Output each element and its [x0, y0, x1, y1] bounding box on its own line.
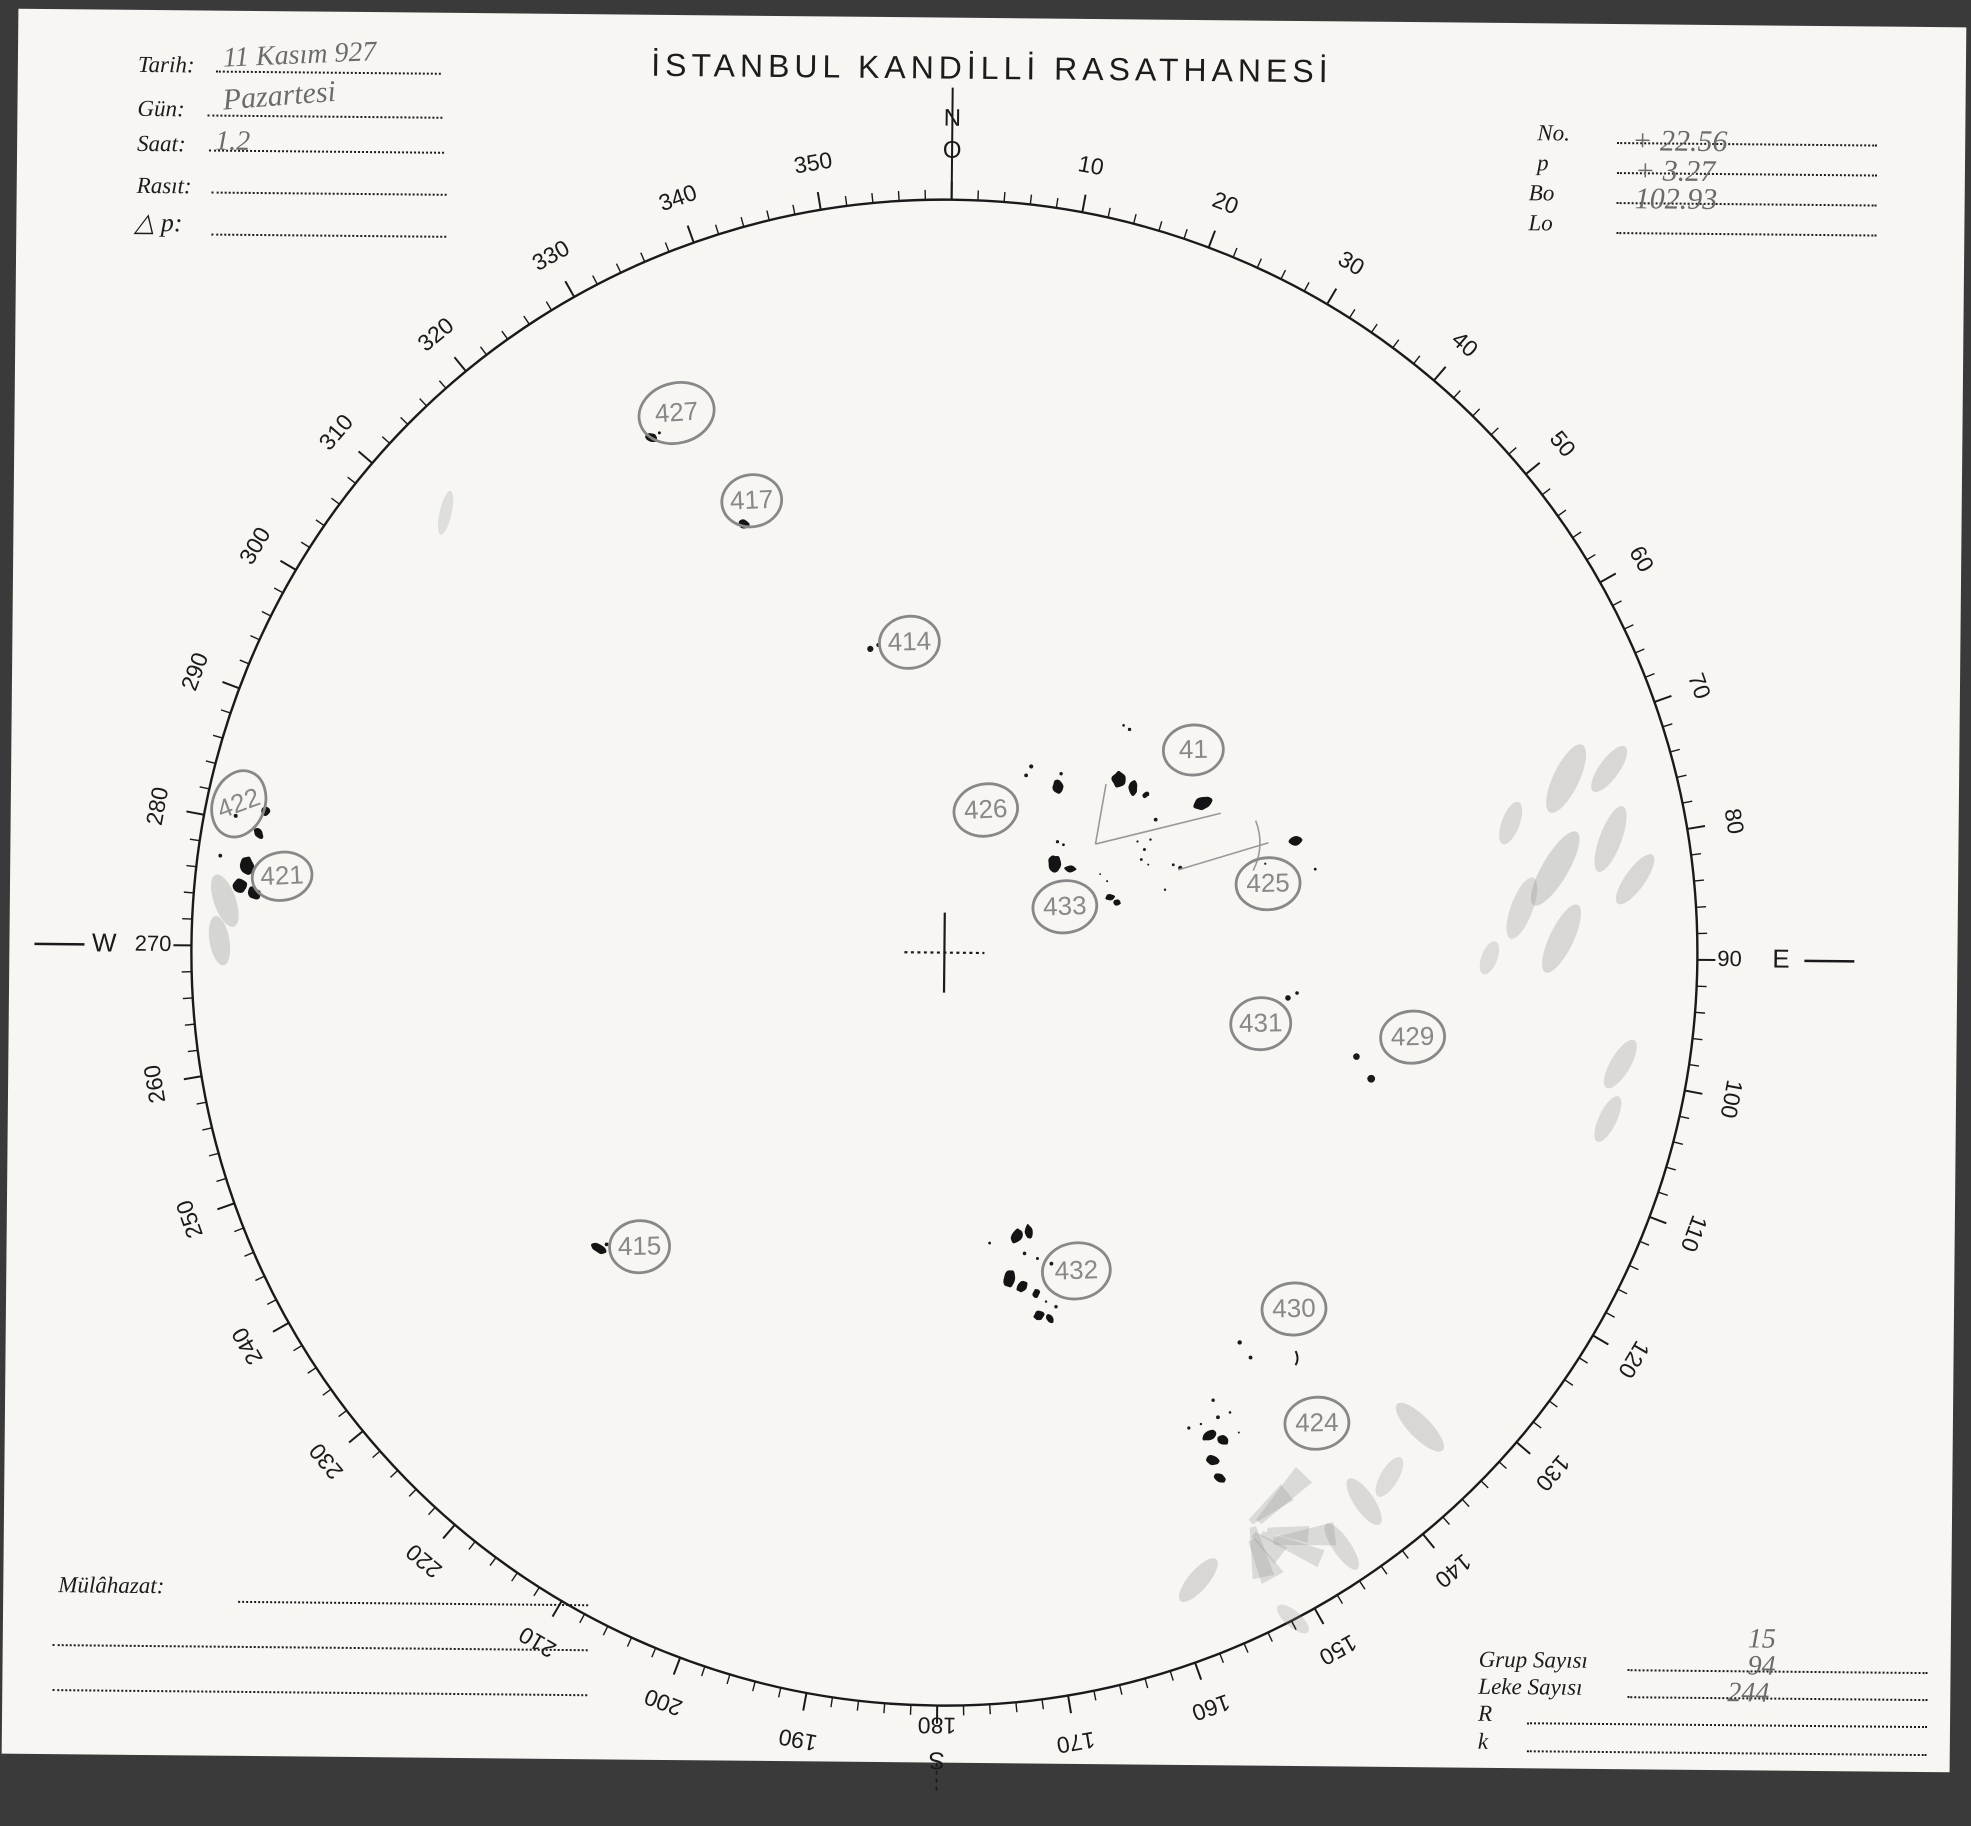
svg-text:425: 425: [1246, 867, 1290, 898]
svg-text:40: 40: [1447, 326, 1483, 362]
svg-text:330: 330: [528, 234, 574, 276]
svg-text:130: 130: [1531, 1450, 1576, 1496]
svg-text:60: 60: [1624, 541, 1659, 576]
svg-text:190: 190: [777, 1724, 819, 1757]
svg-text:220: 220: [401, 1539, 447, 1584]
svg-text:290: 290: [176, 649, 214, 694]
svg-text:240: 240: [226, 1323, 268, 1369]
svg-text:432: 432: [1054, 1254, 1098, 1285]
svg-text:340: 340: [655, 179, 700, 216]
svg-text:180: 180: [918, 1712, 957, 1738]
svg-text:90: 90: [1717, 946, 1742, 971]
svg-text:421: 421: [260, 859, 305, 891]
svg-text:S: S: [929, 1747, 945, 1774]
svg-text:W: W: [92, 927, 117, 957]
svg-text:260: 260: [138, 1063, 170, 1105]
svg-text:200: 200: [641, 1684, 686, 1722]
svg-text:426: 426: [963, 793, 1008, 825]
svg-text:433: 433: [1043, 890, 1087, 921]
svg-text:O: O: [943, 137, 962, 164]
svg-text:E: E: [1772, 943, 1790, 973]
svg-text:50: 50: [1545, 426, 1581, 462]
svg-text:270: 270: [135, 931, 172, 956]
svg-text:431: 431: [1239, 1007, 1283, 1038]
svg-text:80: 80: [1720, 806, 1750, 836]
svg-text:427: 427: [654, 396, 699, 429]
svg-text:170: 170: [1055, 1727, 1097, 1759]
svg-text:210: 210: [514, 1621, 560, 1663]
svg-text:140: 140: [1430, 1549, 1476, 1593]
svg-text:41: 41: [1179, 734, 1208, 764]
svg-text:30: 30: [1334, 245, 1369, 280]
svg-text:422: 422: [213, 781, 264, 824]
svg-text:417: 417: [729, 484, 774, 516]
svg-text:150: 150: [1315, 1629, 1361, 1671]
svg-text:430: 430: [1272, 1293, 1316, 1324]
svg-text:424: 424: [1295, 1407, 1339, 1438]
svg-text:10: 10: [1076, 150, 1106, 180]
svg-text:280: 280: [141, 785, 174, 827]
svg-text:160: 160: [1189, 1689, 1234, 1726]
svg-text:100: 100: [1716, 1078, 1749, 1120]
svg-text:110: 110: [1676, 1212, 1713, 1255]
svg-text:429: 429: [1391, 1021, 1435, 1052]
svg-text:414: 414: [887, 626, 931, 657]
svg-text:N: N: [944, 105, 962, 132]
svg-text:320: 320: [412, 312, 458, 356]
svg-text:310: 310: [313, 409, 358, 455]
svg-text:350: 350: [792, 147, 834, 179]
svg-text:415: 415: [618, 1230, 662, 1261]
svg-text:250: 250: [171, 1197, 208, 1242]
svg-text:70: 70: [1683, 670, 1716, 703]
svg-text:230: 230: [304, 1438, 348, 1484]
svg-text:300: 300: [234, 522, 276, 568]
svg-text:20: 20: [1209, 186, 1242, 219]
svg-text:120: 120: [1613, 1337, 1655, 1383]
